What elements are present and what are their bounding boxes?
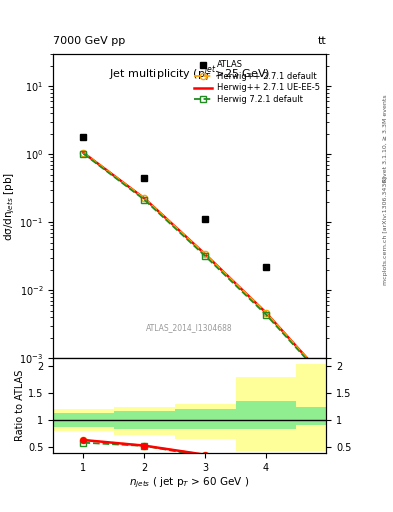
Legend: ATLAS, Herwig++ 2.7.1 default, Herwig++ 2.7.1 UE-EE-5, Herwig 7.2.1 default: ATLAS, Herwig++ 2.7.1 default, Herwig++ … [191, 58, 322, 106]
Text: tt: tt [318, 36, 326, 46]
X-axis label: $n_{jets}$ ( jet p$_T$ > 60 GeV ): $n_{jets}$ ( jet p$_T$ > 60 GeV ) [129, 476, 250, 490]
Text: mcplots.cern.ch [arXiv:1306.3436]: mcplots.cern.ch [arXiv:1306.3436] [383, 176, 388, 285]
Text: Jet multiplicity (p$_T^{jet}$>25 GeV): Jet multiplicity (p$_T^{jet}$>25 GeV) [109, 63, 270, 83]
Y-axis label: dσ/dn$_{jets}$ [pb]: dσ/dn$_{jets}$ [pb] [2, 172, 17, 241]
Text: 7000 GeV pp: 7000 GeV pp [53, 36, 125, 46]
Text: Rivet 3.1.10, ≥ 3.3M events: Rivet 3.1.10, ≥ 3.3M events [383, 94, 388, 182]
Text: ATLAS_2014_I1304688: ATLAS_2014_I1304688 [146, 324, 233, 332]
Y-axis label: Ratio to ATLAS: Ratio to ATLAS [15, 370, 25, 441]
